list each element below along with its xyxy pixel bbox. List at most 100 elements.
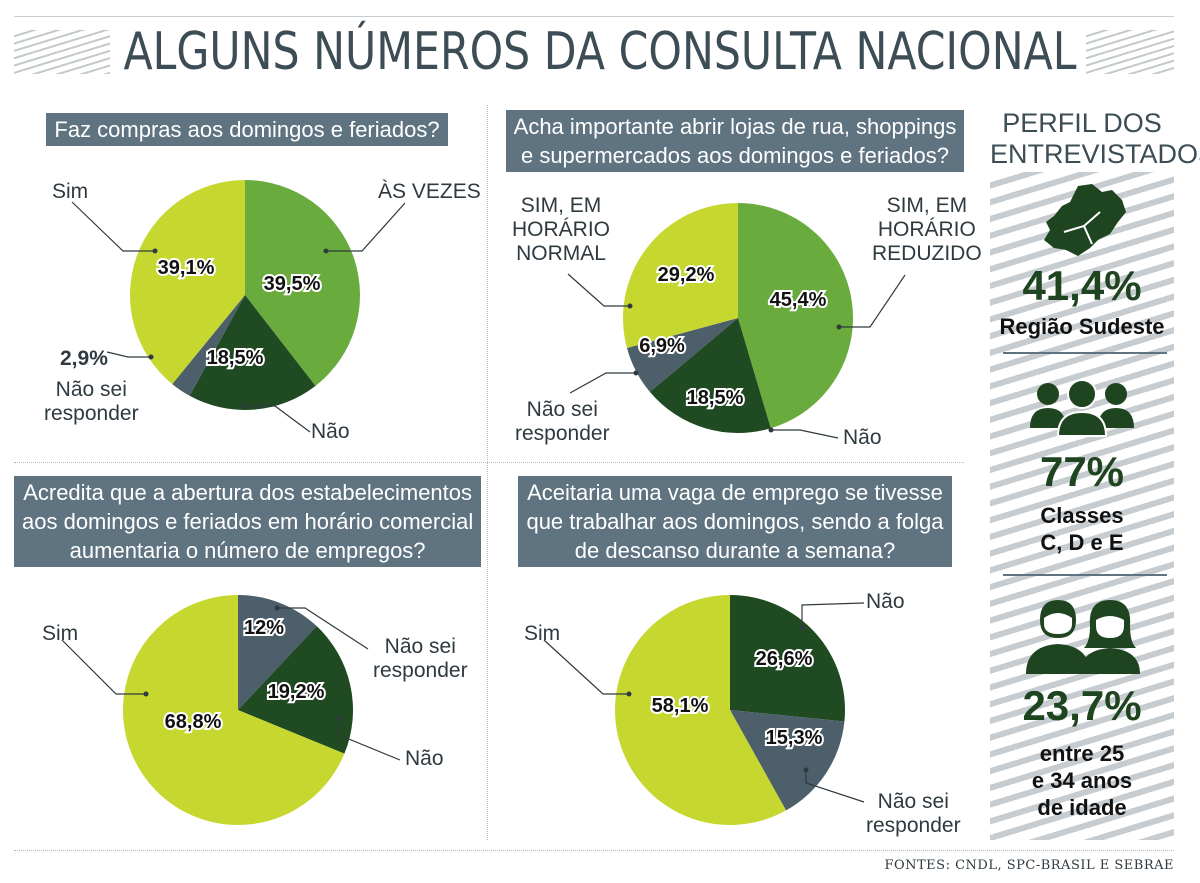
pie-4-slice-3 [614,595,787,826]
pie-1-slice-2 [189,295,316,410]
pie-2-leader-1 [839,274,906,328]
pie-3-leader-3 [61,639,146,695]
profile-separator-1 [1003,352,1167,354]
pie-2-leader-dot-4 [627,303,633,309]
profile-value-1: 41,4% [1022,262,1142,309]
title-hatch-right [1086,30,1174,74]
pie-2-value-label-4: 29,2% [658,264,715,286]
p1-label-sim: Sim [52,180,89,203]
pie-1-leader-2 [244,405,311,433]
question-3-title-line2: aos domingos e feriados em horário comer… [22,509,474,534]
p4-label-naosei: Não sei responder [866,790,961,837]
pie-1-value-label-2: 18,5% [207,347,264,369]
pie-2-leader-2 [771,429,839,439]
pie-3-value-label-3: 68,8% [165,711,222,733]
p4-label-nao: Não [866,590,905,613]
pie-4-value-label-1: 26,6% [756,648,813,670]
p1-label-naosei-pct: 2,9% [60,347,108,370]
pie-2-leader-dot-2 [768,427,774,433]
profile-title: PERFIL DOS ENTREVISTADOS [990,108,1200,169]
divider-vertical [487,105,488,840]
pie-1-slice-4 [130,180,245,385]
question-2-title-line2: e supermercados aos domingos e feriados? [520,143,949,168]
pie-1-leader-dot-4 [152,248,158,254]
profile-separator-2 [1003,574,1167,576]
pie-1-slice-1 [245,180,360,386]
question-2-title-line1: Acha importante abrir lojas de rua, shop… [513,114,957,139]
p2-label-nao: Não [843,426,882,449]
pie-1-leader-dot-2 [241,403,247,409]
page-title: ALGUNS NÚMEROS DA CONSULTA NACIONAL [123,22,1077,82]
question-4: Aceitaria uma vaga de emprego se tivesse… [497,476,973,567]
pie-2-slice-3 [626,318,738,392]
pie-1-slice-3 [172,295,245,396]
p3-label-naosei: Não sei responder [373,635,468,682]
pie-1-value-label-4: 39,1% [158,257,215,279]
pie-2-leader-dot-1 [836,324,842,330]
pie-3-leader-dot-1 [274,605,280,611]
title-hatch-left [14,30,110,74]
question-2: Acha importante abrir lojas de rua, shop… [497,110,973,172]
profile-panel [990,172,1174,840]
profile-label-1: Região Sudeste [999,314,1165,339]
question-4-title-line3: de descanso durante a semana? [574,538,896,563]
question-4-title-line1: Aceitaria uma vaga de emprego se tivesse [527,480,943,505]
p2-label-normal: SIM, EM HORÁRIO NORMAL [512,194,611,265]
man-woman-icon [1026,600,1140,674]
pie-4-slice-2 [730,710,845,811]
pie-1-leader-4 [71,201,155,252]
p1-label-naosei: Não sei responder [44,378,139,425]
p3-label-sim: Sim [42,622,79,645]
pie-2-leader-4 [567,273,630,307]
pie-1-leader-dot-1 [323,248,329,254]
pie-1-leader-1 [326,202,406,252]
pie-2-value-label-1: 45,4% [770,289,827,311]
pie-2-leader-3 [569,372,636,394]
pie-3-value-label-2: 19,2% [268,681,325,703]
pie-2-slice-2 [649,318,771,433]
pie-4-leader-3 [543,639,629,695]
profile-value-3: 23,7% [1022,682,1142,729]
pie-4-leader-dot-2 [803,767,809,773]
divider-horizontal [14,462,964,463]
pie-4-slice-1 [730,595,845,722]
pie-4-value-label-2: 15,3% [766,727,823,749]
p2-label-reduzido: SIM, EM HORÁRIO REDUZIDO [872,194,982,265]
question-3-title-line1: Acredita que a abertura dos estabelecime… [23,480,473,505]
profile-label-3: entre 25 e 34 anos de idade [1031,741,1133,820]
people-group-icon [1030,379,1134,437]
p3-label-nao: Não [405,747,444,770]
p1-label-nao: Não [311,420,350,443]
pie-4-leader-1 [801,602,865,628]
question-3: Acredita que a abertura dos estabelecime… [14,476,482,567]
p4-label-sim: Sim [524,622,561,645]
question-1-title: Faz compras aos domingos e feriados? [54,117,440,142]
question-4-title-line2: que trabalhar aos domingos, sendo a folg… [526,509,944,534]
p2-label-naosei: Não sei responder [515,398,610,445]
pie-4-leader-dot-1 [799,625,805,631]
pie-2-slice-1 [738,203,853,429]
pie-3-leader-dot-3 [143,691,149,697]
pie-2-leader-dot-3 [633,370,639,376]
pie-4-leader-dot-3 [626,691,632,697]
pie-3-slice-1 [238,595,317,710]
bottom-rule [14,850,1174,851]
question-3-title-line3: aumentaria o número de empregos? [69,538,426,563]
pie-1-value-label-1: 39,5% [264,273,321,295]
pie-4-value-label-3: 58,1% [652,695,709,717]
pie-2-value-label-2: 18,5% [687,387,744,409]
pie-1-leader-3 [106,351,151,358]
pie-3-value-label-1: 12% [244,617,284,639]
pie-3-leader-2 [338,718,401,761]
pie-3-leader-1 [277,607,369,650]
pie-3-slice-2 [238,626,353,754]
pie-2-slice-4 [623,203,738,348]
p1-label-asvezes: ÀS VEZES [378,180,481,203]
brazil-southeast-map-icon [1044,184,1126,256]
question-1: Faz compras aos domingos e feriados? [14,113,480,146]
profile-value-2: 77% [1039,448,1125,495]
